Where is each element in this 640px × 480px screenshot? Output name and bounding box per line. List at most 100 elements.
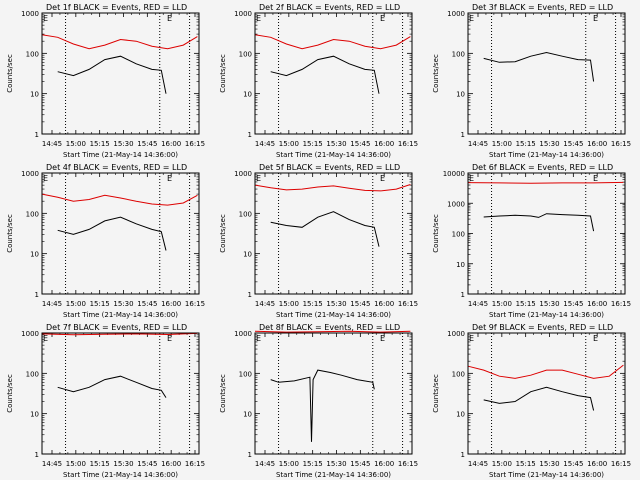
x-tick-label: 14:45 (255, 140, 275, 148)
x-tick-label: 16:15 (185, 140, 205, 148)
x-tick-label: 16:15 (398, 460, 418, 468)
x-axis-label: Start Time (21-May-14 14:36:00) (63, 471, 178, 479)
x-tick-label: 15:15 (303, 460, 323, 468)
x-tick-label: 15:30 (113, 460, 133, 468)
event-marker-label: E (469, 174, 474, 183)
y-tick-label: 1000 (447, 330, 465, 338)
plot-frame (41, 12, 200, 135)
x-tick-label: 14:45 (42, 460, 62, 468)
y-tick-label: 10 (456, 91, 465, 99)
y-tick-label: 10 (456, 261, 465, 269)
y-tick-label: 1000 (447, 10, 465, 18)
y-tick-label: 10 (243, 411, 252, 419)
x-tick-label: 15:30 (326, 300, 346, 308)
event-marker-label: E (469, 334, 474, 343)
lld-series-line (467, 181, 624, 184)
x-tick-label: 15:15 (90, 460, 110, 468)
event-marker-label: E (380, 174, 385, 183)
x-tick-label: 15:30 (539, 300, 559, 308)
x-tick-label: 15:00 (279, 140, 299, 148)
y-tick-label: 1 (35, 291, 39, 299)
detector-panel: Det 4f BLACK = Events, RED = LLD Counts/s… (6, 163, 205, 319)
x-tick-label: 16:15 (611, 300, 631, 308)
event-marker-label: E (167, 174, 172, 183)
events-series-line (483, 386, 595, 411)
panel-title: Det 7f BLACK = Events, RED = LLD (46, 323, 187, 332)
y-tick-label: 1000 (447, 200, 465, 208)
panel-title: Det 5f BLACK = Events, RED = LLD (259, 163, 400, 172)
x-tick-label: 15:00 (66, 140, 86, 148)
x-tick-label: 16:00 (161, 300, 181, 308)
y-tick-label: 10 (30, 251, 39, 259)
x-tick-label: 15:30 (326, 140, 346, 148)
x-tick-label: 16:00 (587, 140, 607, 148)
lld-series-line (254, 34, 411, 50)
plot-frame (467, 172, 626, 295)
y-tick-label: 1 (461, 131, 465, 139)
y-tick-label: 100 (239, 370, 252, 378)
detector-panel: Det 1f BLACK = Events, RED = LLD Counts/s… (6, 3, 205, 159)
x-tick-label: 15:30 (326, 460, 346, 468)
x-tick-label: 16:00 (374, 460, 394, 468)
x-tick-label: 15:00 (66, 300, 86, 308)
x-tick-label: 16:00 (374, 300, 394, 308)
panel-title: Det 8f BLACK = Events, RED = LLD (259, 323, 400, 332)
x-axis-label: Start Time (21-May-14 14:36:00) (276, 471, 391, 479)
plot-frame (467, 332, 626, 455)
x-tick-label: 14:45 (255, 300, 275, 308)
y-tick-label: 10 (30, 91, 39, 99)
panel-title: Det 1f BLACK = Events, RED = LLD (46, 3, 187, 12)
y-tick-label: 1 (248, 131, 252, 139)
y-tick-label: 10 (243, 91, 252, 99)
lld-series-line (254, 330, 411, 333)
events-series-line (57, 216, 167, 251)
event-marker-label: E (593, 14, 598, 23)
x-tick-label: 14:45 (42, 300, 62, 308)
event-marker-label: E (380, 334, 385, 343)
y-axis-label: Counts/sec (219, 54, 227, 93)
lld-series-line (41, 34, 198, 50)
y-tick-label: 100 (452, 50, 465, 58)
events-series-line (270, 369, 375, 442)
y-axis-label: Counts/sec (432, 374, 440, 413)
x-tick-label: 14:45 (42, 140, 62, 148)
event-marker-label: E (593, 174, 598, 183)
y-tick-label: 100 (26, 210, 39, 218)
x-tick-label: 15:00 (279, 460, 299, 468)
plot-frame (41, 172, 200, 295)
x-tick-label: 16:00 (587, 460, 607, 468)
x-tick-label: 16:15 (185, 300, 205, 308)
lld-series-line (41, 193, 198, 206)
x-tick-label: 16:00 (161, 140, 181, 148)
plot-frame (467, 12, 626, 135)
y-tick-label: 1 (461, 291, 465, 299)
x-tick-label: 14:45 (468, 460, 488, 468)
event-marker-label: E (469, 14, 474, 23)
detector-panel: Det 9f BLACK = Events, RED = LLD Counts/s… (432, 323, 631, 479)
x-tick-label: 15:45 (137, 460, 157, 468)
x-tick-label: 16:15 (611, 140, 631, 148)
x-tick-label: 15:30 (539, 460, 559, 468)
x-tick-label: 15:00 (492, 300, 512, 308)
panel-title: Det 4f BLACK = Events, RED = LLD (46, 163, 187, 172)
y-axis-label: Counts/sec (432, 214, 440, 253)
events-series-line (483, 51, 595, 82)
event-marker-label: E (43, 14, 48, 23)
y-tick-label: 1 (35, 451, 39, 459)
x-axis-label: Start Time (21-May-14 14:36:00) (489, 311, 604, 319)
panel-title: Det 3f BLACK = Events, RED = LLD (472, 3, 613, 12)
events-series-line (270, 211, 380, 247)
lld-series-line (254, 184, 411, 192)
y-axis-label: Counts/sec (432, 54, 440, 93)
x-tick-label: 15:15 (303, 300, 323, 308)
x-tick-label: 16:15 (398, 140, 418, 148)
y-axis-label: Counts/sec (219, 214, 227, 253)
y-tick-label: 1 (248, 291, 252, 299)
plot-frame (254, 332, 413, 455)
x-tick-label: 15:30 (113, 140, 133, 148)
panel-title: Det 2f BLACK = Events, RED = LLD (259, 3, 400, 12)
panel-title: Det 6f BLACK = Events, RED = LLD (472, 163, 613, 172)
x-tick-label: 15:30 (539, 140, 559, 148)
x-tick-label: 15:45 (563, 460, 583, 468)
detector-panel: Det 3f BLACK = Events, RED = LLD Counts/s… (432, 3, 631, 159)
